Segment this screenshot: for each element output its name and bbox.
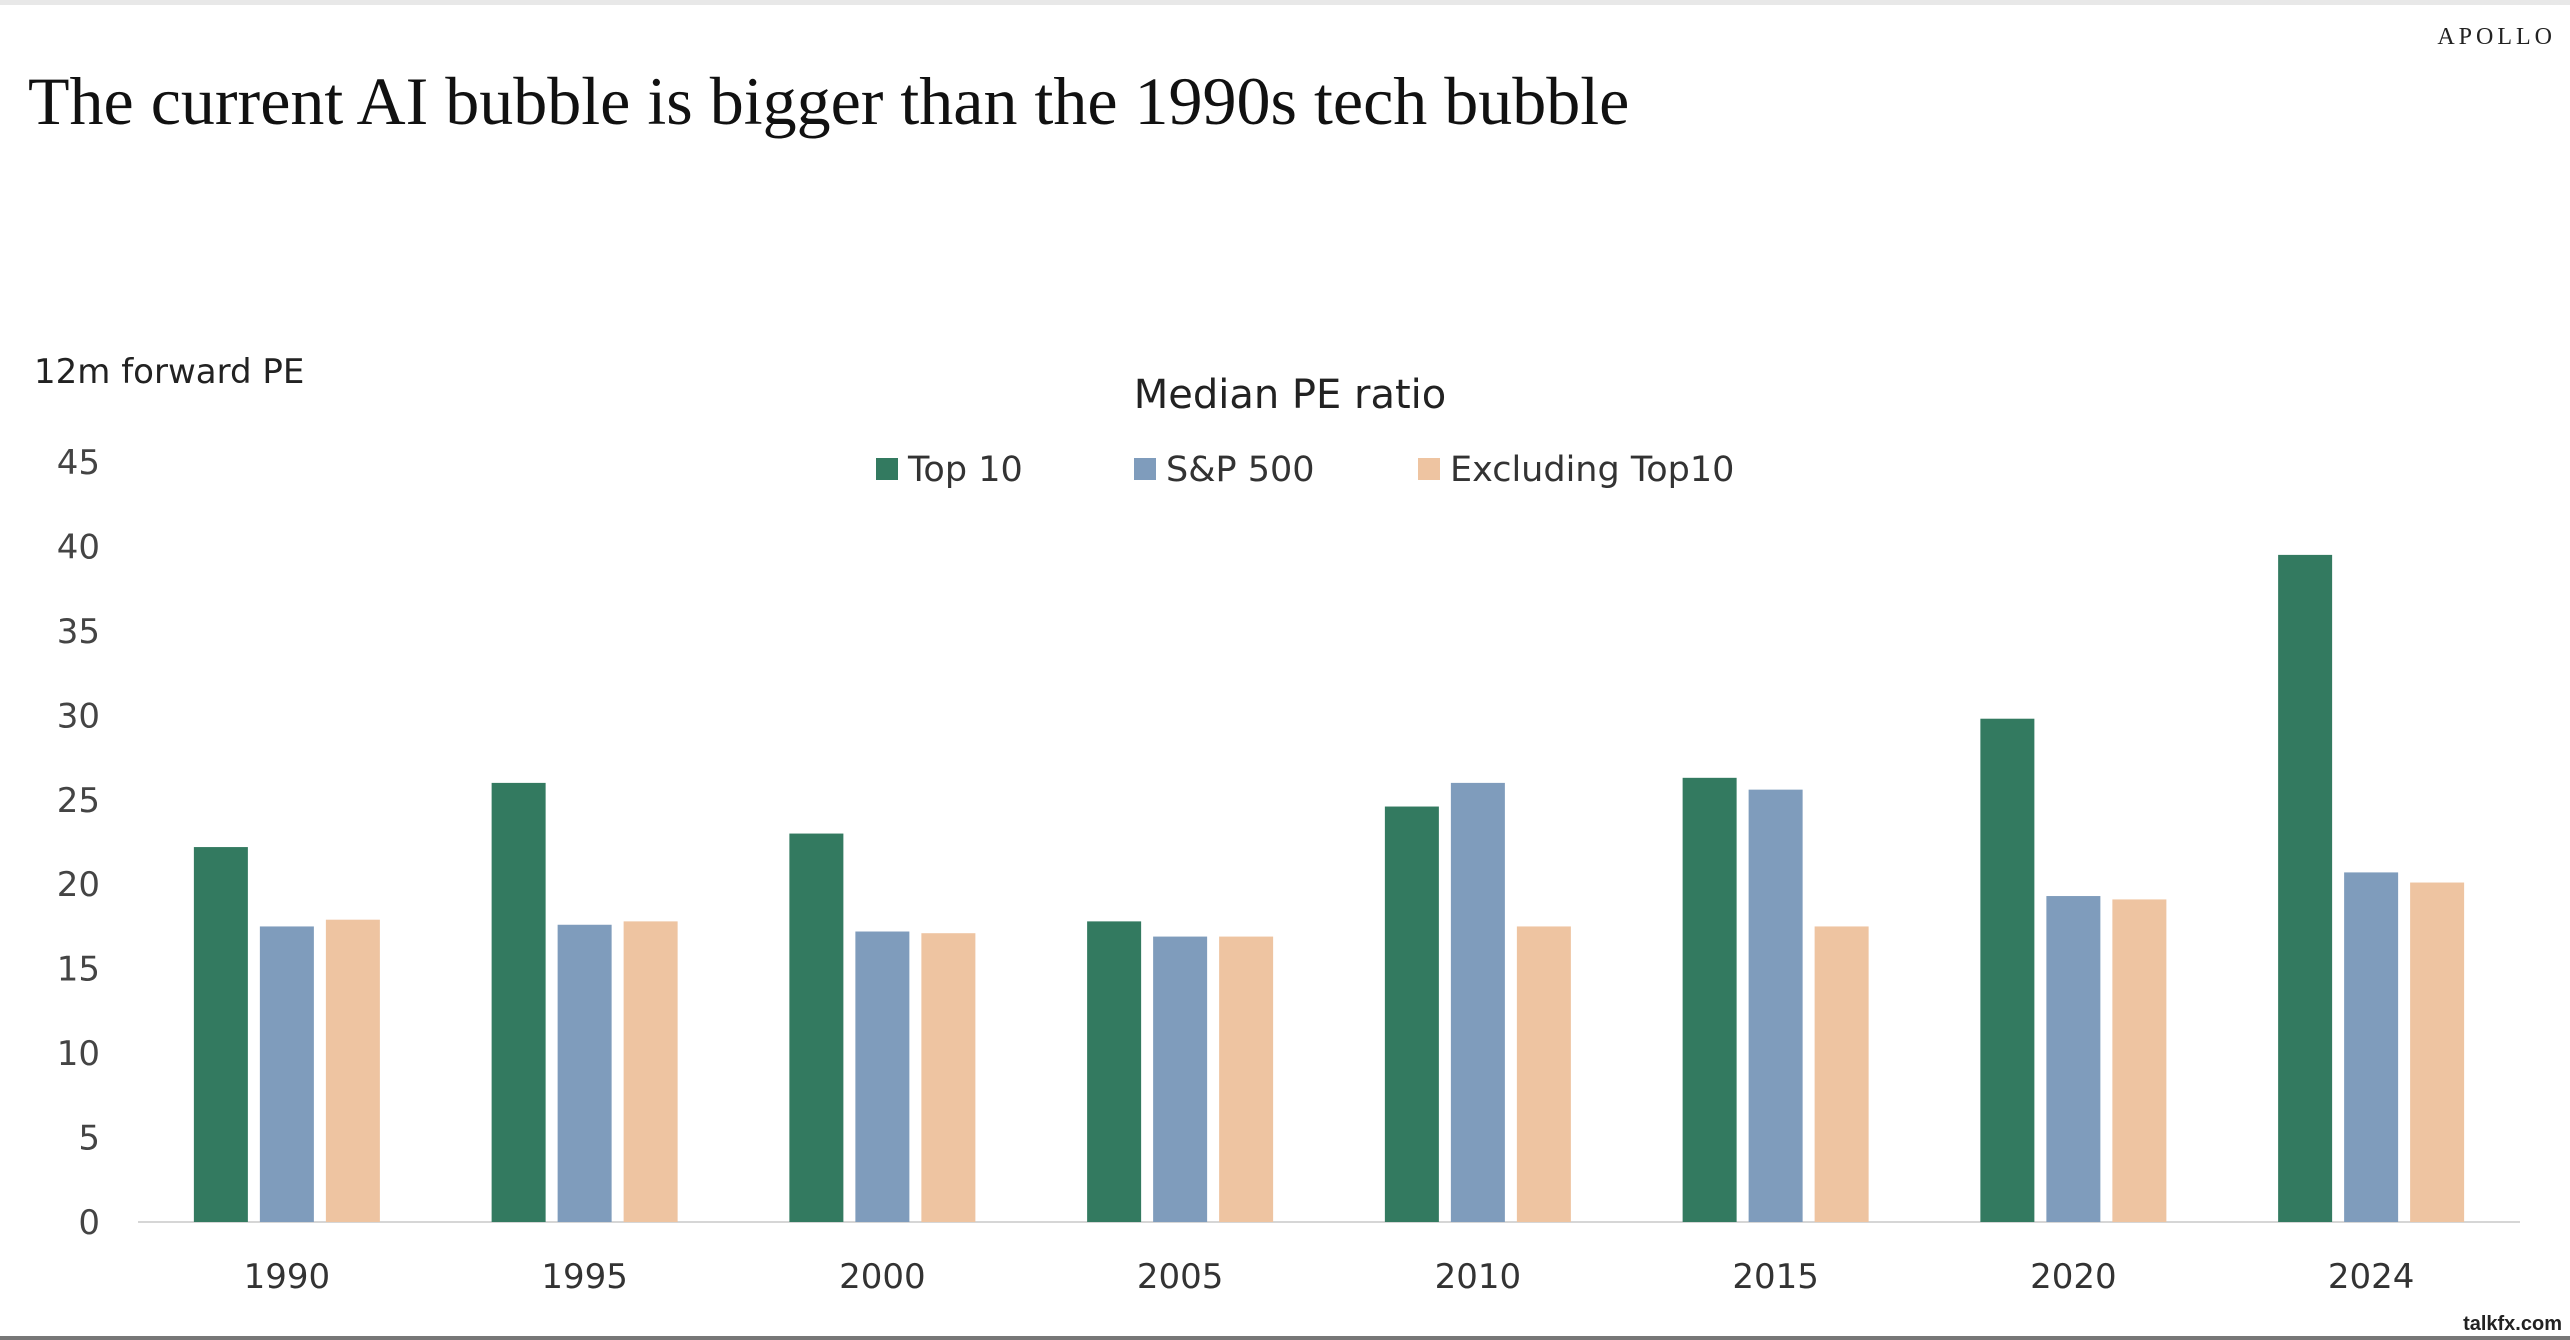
y-tick-label: 40 bbox=[57, 527, 100, 567]
y-tick-label: 35 bbox=[57, 612, 100, 652]
x-tick-label: 2005 bbox=[1137, 1257, 1224, 1297]
bar-excluding-top10-1995 bbox=[623, 921, 678, 1222]
y-tick-label: 10 bbox=[57, 1034, 100, 1074]
bar-top-10-2010 bbox=[1384, 806, 1439, 1222]
bar-top-10-2015 bbox=[1682, 777, 1737, 1222]
bottom-border bbox=[0, 1336, 2570, 1340]
bar-s-p-500-2000 bbox=[855, 931, 910, 1222]
bar-top-10-2000 bbox=[789, 833, 844, 1222]
bar-excluding-top10-2000 bbox=[921, 933, 976, 1222]
legend-swatch-0 bbox=[876, 458, 898, 480]
y-tick-label: 25 bbox=[57, 781, 100, 821]
chart-title: Median PE ratio bbox=[1134, 372, 1447, 418]
bar-excluding-top10-2020 bbox=[2112, 899, 2167, 1222]
bar-s-p-500-2005 bbox=[1153, 936, 1208, 1222]
bar-s-p-500-1995 bbox=[557, 924, 612, 1222]
bar-top-10-2020 bbox=[1980, 718, 2035, 1222]
y-tick-label: 20 bbox=[57, 865, 100, 905]
y-tick-label: 45 bbox=[57, 443, 100, 483]
brand-logo-text: APOLLO bbox=[2437, 24, 2556, 50]
y-tick-label: 0 bbox=[78, 1203, 100, 1243]
bar-s-p-500-2020 bbox=[2046, 896, 2101, 1222]
bar-top-10-1995 bbox=[491, 782, 546, 1222]
x-tick-label: 2015 bbox=[1732, 1257, 1819, 1297]
bar-excluding-top10-1990 bbox=[325, 919, 380, 1222]
legend-label-0: Top 10 bbox=[907, 450, 1023, 490]
bar-excluding-top10-2015 bbox=[1814, 926, 1869, 1222]
y-tick-label: 30 bbox=[57, 696, 100, 736]
x-tick-label: 2000 bbox=[839, 1257, 926, 1297]
x-tick-label: 2024 bbox=[2328, 1257, 2415, 1297]
legend-swatch-1 bbox=[1134, 458, 1156, 480]
watermark: talkfx.com bbox=[2463, 1313, 2562, 1335]
x-tick-label: 1990 bbox=[244, 1257, 331, 1297]
bar-top-10-2024 bbox=[2278, 554, 2333, 1222]
legend-label-1: S&P 500 bbox=[1166, 450, 1315, 490]
x-tick-label: 2020 bbox=[2030, 1257, 2117, 1297]
bar-s-p-500-2015 bbox=[1748, 789, 1803, 1222]
y-axis-label: 12m forward PE bbox=[34, 352, 304, 392]
x-tick-label: 2010 bbox=[1435, 1257, 1522, 1297]
x-tick-label: 1995 bbox=[541, 1257, 628, 1297]
page-title: The current AI bubble is bigger than the… bbox=[28, 63, 1630, 139]
top-border bbox=[0, 0, 2570, 5]
legend-label-2: Excluding Top10 bbox=[1450, 450, 1734, 490]
bar-excluding-top10-2024 bbox=[2410, 882, 2465, 1222]
bar-excluding-top10-2005 bbox=[1219, 936, 1274, 1222]
bar-s-p-500-1990 bbox=[259, 926, 314, 1222]
legend-swatch-2 bbox=[1418, 458, 1440, 480]
bar-top-10-1990 bbox=[193, 847, 248, 1222]
bar-top-10-2005 bbox=[1087, 921, 1142, 1222]
bar-s-p-500-2024 bbox=[2344, 872, 2399, 1222]
bar-excluding-top10-2010 bbox=[1516, 926, 1571, 1222]
y-tick-label: 15 bbox=[57, 950, 100, 990]
bar-s-p-500-2010 bbox=[1450, 782, 1505, 1222]
y-tick-label: 5 bbox=[78, 1119, 100, 1159]
